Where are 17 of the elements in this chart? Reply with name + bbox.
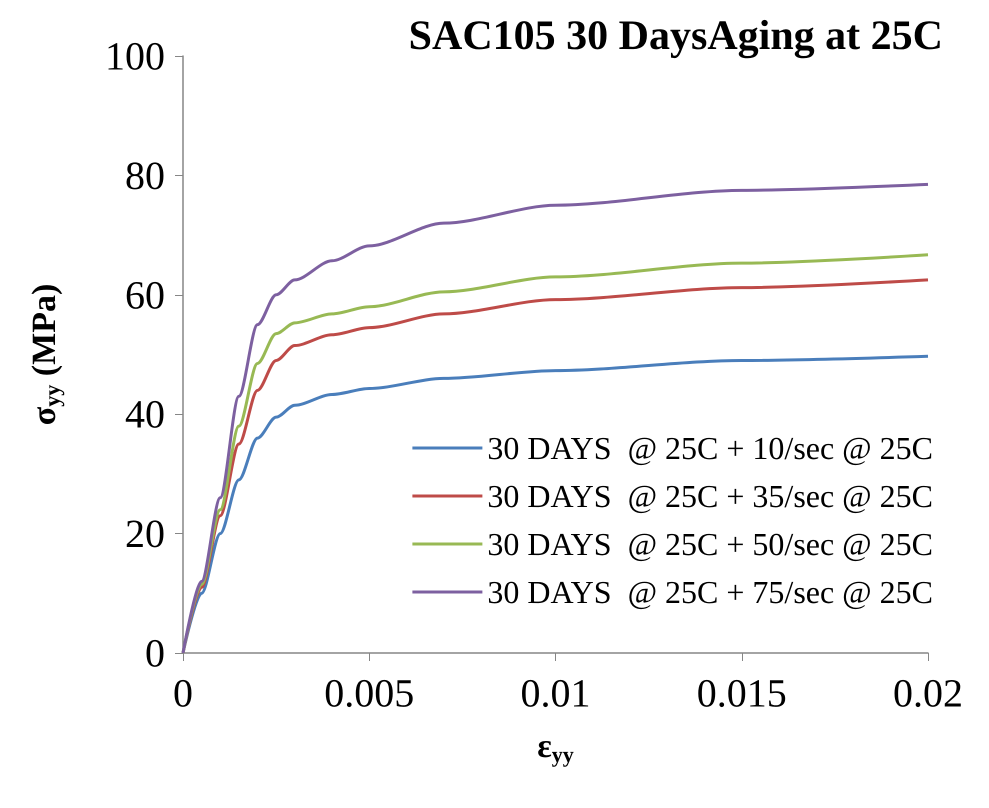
y-tick-label: 0 <box>145 630 165 676</box>
y-tick-label: 20 <box>125 511 165 556</box>
y-tick-label: 60 <box>125 272 165 318</box>
y-tick-label: 80 <box>125 152 165 198</box>
x-tick-label: 0.015 <box>696 670 787 716</box>
x-tick-label: 0.01 <box>520 670 590 716</box>
legend-label: 30 DAYS @ 25C + 50/sec @ 25C <box>487 526 933 562</box>
legend-label: 30 DAYS @ 25C + 35/sec @ 25C <box>487 478 933 514</box>
legend-label: 30 DAYS @ 25C + 75/sec @ 25C <box>487 574 933 610</box>
y-axis-title: σyy (MPa) <box>26 284 64 426</box>
legend-label: 30 DAYS @ 25C + 10/sec @ 25C <box>487 430 933 466</box>
x-tick-label: 0.02 <box>893 670 963 716</box>
y-tick-label: 40 <box>125 392 165 437</box>
x-tick-label: 0.005 <box>324 670 414 716</box>
y-tick-label: 100 <box>105 34 165 78</box>
x-tick-label: 0 <box>173 670 193 716</box>
chart-title: SAC105 30 DaysAging at 25C <box>408 13 944 59</box>
